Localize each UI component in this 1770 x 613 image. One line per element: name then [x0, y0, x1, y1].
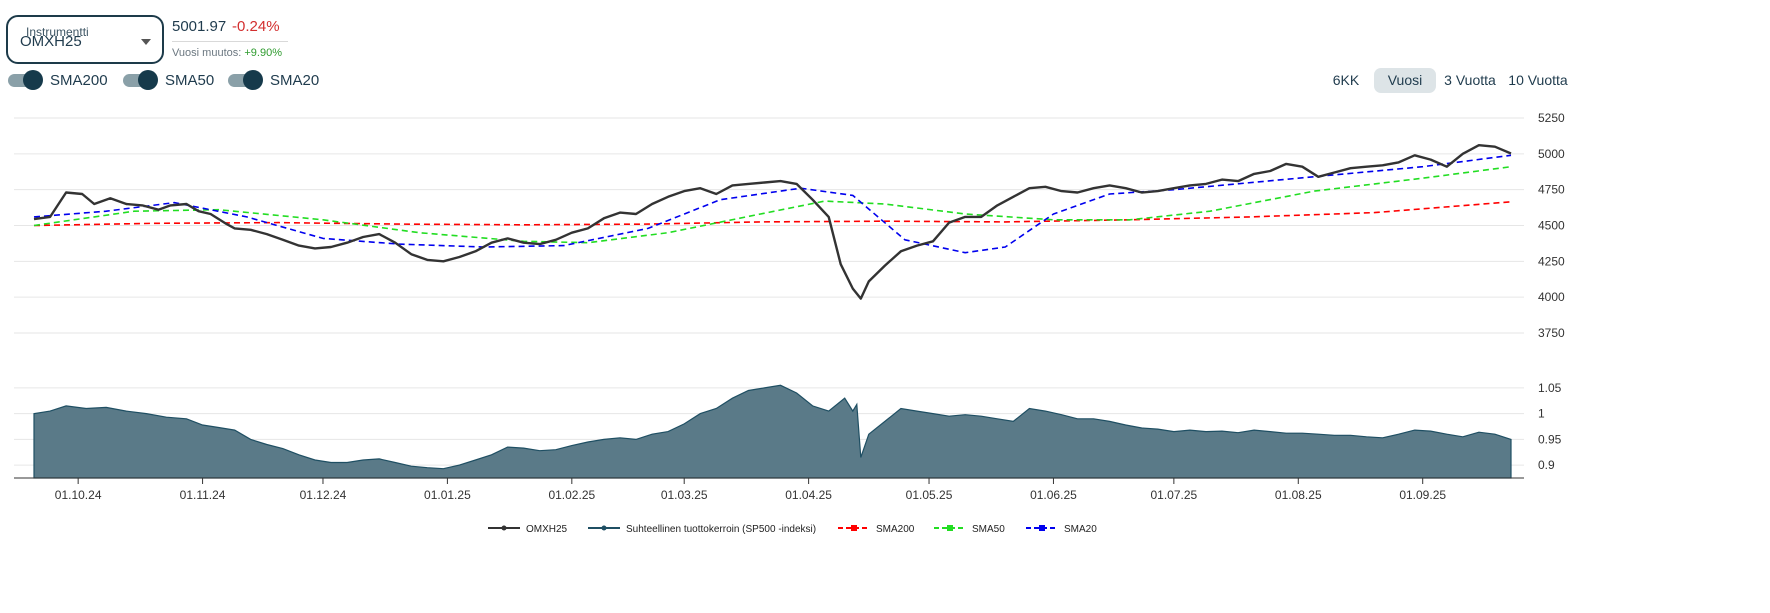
x-tick-label: 01.09.25 [1399, 488, 1446, 502]
instrument-select[interactable]: Instrumentti OMXH25 [6, 15, 164, 64]
toggle-sma20[interactable]: SMA20 [228, 69, 320, 90]
price-change: -0.24% [232, 18, 280, 35]
sma20-line [33, 154, 1512, 254]
toggle-label-sma200: SMA200 [50, 71, 108, 89]
legend-label-sma50[interactable]: SMA50 [972, 524, 1005, 535]
legend-label-sma20[interactable]: SMA20 [1064, 524, 1097, 535]
range-3-vuotta-button[interactable]: 3 Vuotta [1444, 72, 1496, 88]
legend-marker-sma20[interactable] [1039, 525, 1045, 531]
relative-return-area [33, 384, 1512, 479]
toggle-sma200[interactable]: SMA200 [8, 69, 108, 90]
legend-label-relative[interactable]: Suhteellinen tuottokerroin (SP500 -indek… [626, 524, 816, 535]
toggle-knob[interactable] [23, 69, 43, 90]
x-tick-label: 01.01.25 [424, 488, 471, 502]
toggle-knob[interactable] [138, 69, 158, 90]
legend-label-sma200[interactable]: SMA200 [876, 524, 915, 535]
toggle-sma50[interactable]: SMA50 [123, 69, 215, 90]
chevron-down-icon[interactable] [141, 39, 151, 45]
legend-marker-relative[interactable] [601, 525, 607, 531]
relative-y-tick-label: 0.95 [1538, 432, 1562, 446]
instrument-label: Instrumentti [22, 25, 93, 39]
year-change-label: Vuosi muutos: [172, 47, 242, 59]
x-tick-label: 01.03.25 [661, 488, 708, 502]
toggle-track[interactable] [8, 69, 43, 90]
x-tick-label: 01.05.25 [906, 488, 953, 502]
price-y-tick-label: 3750 [1538, 326, 1565, 340]
toggle-track[interactable] [228, 69, 263, 90]
legend-marker-sma200[interactable] [851, 525, 857, 531]
last-price: 5001.97 [172, 18, 227, 35]
price-y-tick-label: 4500 [1538, 219, 1565, 233]
range-6kk-button[interactable]: 6KK [1332, 72, 1360, 88]
x-tick-label: 01.06.25 [1030, 488, 1077, 502]
price-y-tick-label: 4750 [1538, 183, 1565, 197]
relative-y-tick-label: 1 [1538, 407, 1545, 421]
toggle-label-sma50: SMA50 [165, 71, 215, 89]
sma50-line [33, 165, 1512, 244]
relative-y-tick-label: 1.05 [1538, 381, 1562, 395]
price-y-tick-label: 5000 [1538, 147, 1565, 161]
legend-marker-price[interactable] [501, 525, 507, 531]
omxh25-price-line [33, 144, 1512, 300]
x-tick-label: 01.07.25 [1150, 488, 1197, 502]
x-tick-label: 01.02.25 [548, 488, 595, 502]
toggle-knob[interactable] [243, 69, 263, 90]
relative-y-tick-label: 0.9 [1538, 458, 1555, 472]
x-tick-label: 01.11.24 [180, 488, 226, 502]
x-tick-label: 01.10.24 [55, 488, 102, 502]
price-y-tick-label: 4000 [1538, 290, 1565, 304]
range-vuosi-button[interactable]: Vuosi [1374, 68, 1436, 93]
price-y-tick-label: 5250 [1538, 111, 1565, 125]
legend-marker-sma50[interactable] [947, 525, 953, 531]
toggle-track[interactable] [123, 69, 158, 90]
range-10-vuotta-button[interactable]: 10 Vuotta [1508, 72, 1568, 88]
legend-label-price[interactable]: OMXH25 [526, 524, 568, 535]
year-change-value: +9.90% [244, 47, 282, 59]
x-tick-label: 01.04.25 [785, 488, 832, 502]
x-tick-label: 01.08.25 [1275, 488, 1322, 502]
instrument-value: OMXH25 [20, 33, 82, 50]
sma200-line [33, 201, 1512, 227]
toggle-label-sma20: SMA20 [270, 71, 320, 89]
year-change: Vuosi muutos: +9.90% [172, 47, 282, 59]
price-y-tick-label: 4250 [1538, 254, 1565, 268]
quote-divider [172, 41, 288, 42]
x-tick-label: 01.12.24 [300, 488, 347, 502]
